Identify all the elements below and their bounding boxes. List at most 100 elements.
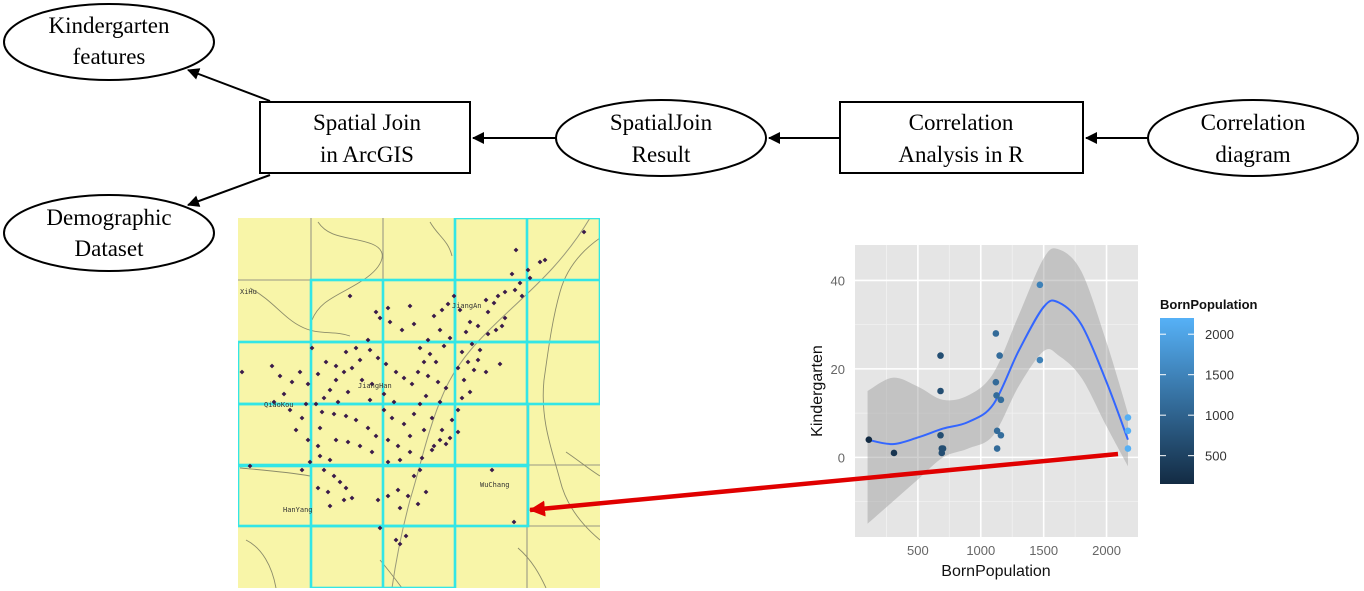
district-label-jianghan: JiangHan: [358, 382, 392, 390]
kindergarten-point: [383, 361, 389, 367]
kindergarten-point: [433, 359, 439, 365]
kindergarten-point: [327, 387, 333, 393]
kindergarten-point: [381, 407, 387, 413]
kindergarten-point: [299, 415, 305, 421]
kindergarten-point: [331, 473, 337, 479]
wuhan-map: XiHu JiangAn JiangHan QiaoKou HanYang Wu…: [238, 218, 600, 588]
kindergarten-point: [377, 315, 383, 321]
correlation-scatter-chart: 500 1000 1500 2000 0 20 40 BornPopulation Kin…: [809, 245, 1258, 580]
data-point: [1124, 445, 1132, 452]
color-legend: BornPopulation 500 1000 1500 2000: [1160, 297, 1258, 484]
kindergarten-point: [499, 323, 505, 329]
district-label-hanyang: HanYang: [283, 506, 313, 514]
kindergarten-point: [427, 351, 433, 357]
data-point: [993, 427, 1001, 435]
x-axis-ticks: 500 1000 1500 2000: [907, 543, 1121, 558]
data-point: [1124, 427, 1132, 435]
kindergarten-point: [359, 377, 365, 383]
kindergarten-point: [381, 391, 387, 397]
kindergarten-point: [389, 415, 395, 421]
kindergarten-point: [417, 345, 423, 351]
kindergarten-point: [395, 487, 401, 493]
y-tick-label: 40: [831, 273, 845, 288]
kindergarten-point: [411, 473, 417, 479]
kindergarten-point: [439, 307, 445, 313]
node-spatialjoin-result: SpatialJoin Result: [555, 99, 767, 177]
kindergarten-point: [489, 467, 495, 473]
kindergarten-point: [437, 399, 443, 405]
kindergarten-point: [405, 493, 411, 499]
kindergarten-point: [419, 455, 425, 461]
legend-title: BornPopulation: [1160, 297, 1258, 312]
data-point: [890, 449, 898, 457]
confidence-ribbon: [867, 248, 1128, 524]
kindergarten-point: [385, 437, 391, 443]
node-label-line2: in ArcGIS: [320, 142, 414, 167]
x-tick-label: 1500: [1029, 543, 1058, 558]
y-axis-title: Kindergarten: [809, 345, 826, 437]
kindergarten-point: [325, 489, 331, 495]
kindergarten-point: [409, 381, 415, 387]
data-point: [993, 445, 1001, 452]
kindergarten-point: [537, 259, 543, 265]
kindergarten-point: [447, 435, 453, 441]
kindergarten-point: [445, 301, 451, 307]
kindergarten-point: [327, 503, 333, 509]
kindergarten-point: [437, 327, 443, 333]
kindergarten-point: [375, 355, 381, 361]
legend-tick-label: 2000: [1205, 327, 1234, 342]
district-label-qiaokou: QiaoKou: [264, 401, 294, 409]
node-correlation-diagram: Correlation diagram: [1147, 99, 1359, 177]
y-axis-ticks: 0 20 40: [831, 273, 845, 465]
node-label-line1: SpatialJoin: [610, 110, 713, 135]
kindergarten-point: [423, 393, 429, 399]
data-point: [937, 431, 944, 439]
kindergarten-point: [307, 459, 313, 465]
kindergarten-point: [321, 395, 327, 401]
kindergarten-point: [493, 327, 499, 333]
kindergarten-point: [305, 437, 311, 443]
node-label-line2: features: [73, 44, 146, 69]
legend-colorbar: [1160, 318, 1194, 484]
node-label-line1: Demographic: [46, 205, 171, 230]
kindergarten-point: [343, 485, 349, 491]
kindergarten-point: [525, 267, 531, 273]
kindergarten-point: [509, 271, 515, 277]
kindergarten-point: [331, 411, 337, 417]
kindergarten-point: [373, 433, 379, 439]
kindergarten-point: [423, 489, 429, 495]
arrow-spatialjoin-to-demographic: [187, 174, 271, 207]
kindergarten-point: [475, 357, 481, 363]
kindergarten-point: [457, 307, 463, 313]
kindergarten-point: [323, 359, 329, 365]
kindergarten-point: [467, 389, 473, 395]
data-point: [865, 436, 873, 443]
kindergarten-point: [271, 399, 277, 405]
kindergarten-point: [443, 385, 449, 391]
kindergarten-point: [407, 433, 413, 439]
kindergarten-point: [317, 453, 323, 459]
y-tick-label: 0: [838, 450, 845, 465]
chart-panel: [855, 245, 1138, 537]
kindergarten-point: [485, 309, 491, 315]
kindergarten-point: [417, 401, 423, 407]
district-label-wuchang: WuChang: [480, 481, 510, 489]
kindergarten-point: [449, 417, 455, 423]
data-point: [1036, 281, 1044, 289]
kindergarten-point: [305, 381, 311, 387]
kindergarten-point: [417, 467, 423, 473]
node-label-line1: Spatial Join: [313, 110, 421, 135]
kindergarten-point: [337, 479, 343, 485]
kindergarten-point: [401, 375, 407, 381]
x-axis-title: BornPopulation: [941, 563, 1050, 580]
kindergarten-point: [349, 495, 355, 501]
data-point: [937, 352, 944, 359]
kindergarten-point: [485, 331, 491, 337]
kindergarten-point: [365, 425, 371, 431]
smooth-trend-line: [867, 299, 1129, 446]
kindergarten-point: [317, 425, 323, 431]
kindergarten-point: [333, 363, 339, 369]
node-demographic-dataset: Demographic Dataset: [3, 194, 215, 272]
kindergarten-point: [459, 395, 465, 401]
data-point: [1124, 414, 1132, 421]
